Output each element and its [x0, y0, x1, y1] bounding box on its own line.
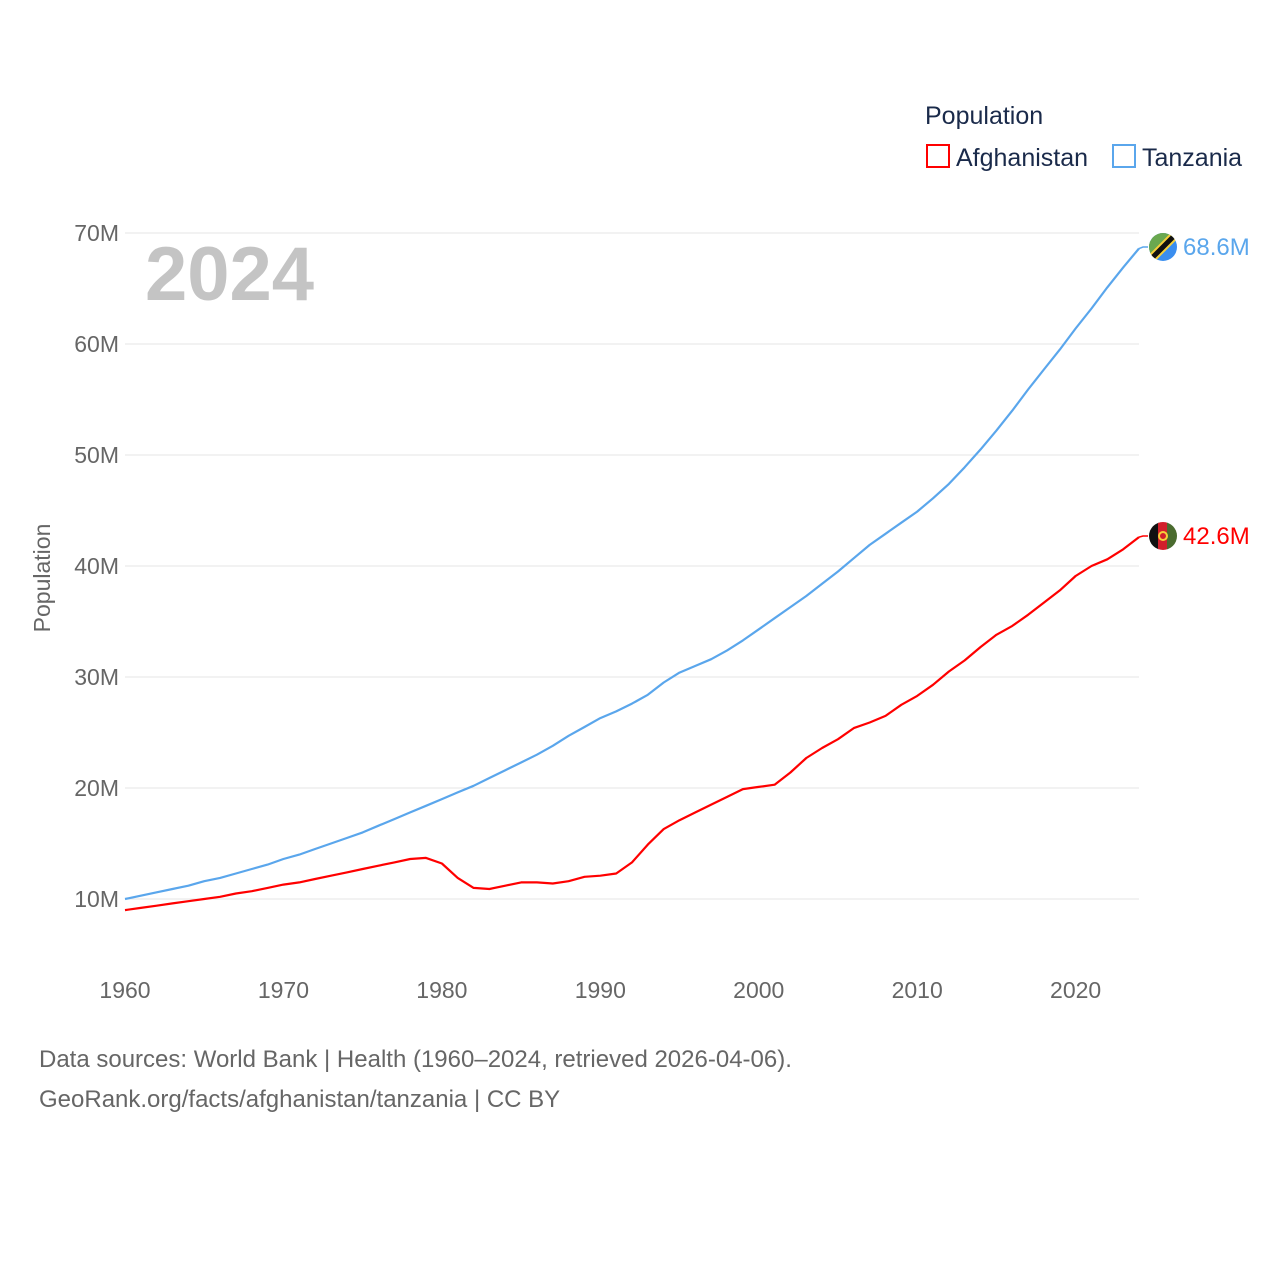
legend-item-tanzania[interactable]: Tanzania: [1112, 144, 1242, 172]
legend-swatch-afghanistan: [926, 144, 950, 168]
gridlines: [125, 232, 1139, 900]
x-tick-label: 1970: [258, 977, 309, 1003]
legend: Population Afghanistan Tanzania: [925, 102, 1242, 172]
end-connector: [1138, 535, 1148, 538]
x-tick-label: 2000: [733, 977, 784, 1003]
y-tick-label: 20M: [74, 775, 119, 801]
y-tick-label: 40M: [74, 553, 119, 579]
x-tick-label: 1980: [416, 977, 467, 1003]
footer-sources: Data sources: World Bank | Health (1960–…: [39, 1046, 792, 1073]
y-tick-label: 10M: [74, 886, 119, 912]
end-label-tanzania: 68.6M: [1183, 234, 1250, 261]
series-end-markers: 42.6M 68.6M: [1138, 234, 1250, 550]
y-tick-label: 50M: [74, 442, 119, 468]
year-watermark: 2024: [145, 232, 314, 317]
series-line-tanzania: [124, 247, 1140, 901]
tanzania-flag-icon: [1149, 233, 1177, 261]
y-axis-ticks: 10M 20M 30M 40M 50M 60M 70M: [74, 220, 119, 912]
y-tick-label: 60M: [74, 331, 119, 357]
legend-item-afghanistan[interactable]: Afghanistan: [926, 144, 1088, 172]
footer-link[interactable]: GeoRank.org/facts/afghanistan/tanzania |…: [39, 1086, 561, 1113]
series-line-afghanistan: [124, 536, 1140, 912]
legend-swatch-tanzania: [1112, 144, 1136, 168]
x-tick-label: 1990: [575, 977, 626, 1003]
x-tick-label: 2010: [892, 977, 943, 1003]
series-lines: [124, 247, 1140, 912]
x-axis-ticks: 1960 1970 1980 1990 2000 2010 2020: [99, 977, 1101, 1003]
end-label-afghanistan: 42.6M: [1183, 523, 1250, 550]
afghanistan-flag-icon: [1149, 522, 1177, 550]
y-tick-label: 70M: [74, 220, 119, 246]
legend-title: Population: [925, 102, 1043, 130]
x-tick-label: 2020: [1050, 977, 1101, 1003]
legend-label-tanzania: Tanzania: [1142, 144, 1242, 172]
y-axis-label: Population: [29, 524, 55, 633]
y-tick-label: 30M: [74, 664, 119, 690]
x-tick-label: 1960: [99, 977, 150, 1003]
legend-label-afghanistan: Afghanistan: [956, 144, 1088, 172]
end-connector: [1138, 246, 1148, 250]
